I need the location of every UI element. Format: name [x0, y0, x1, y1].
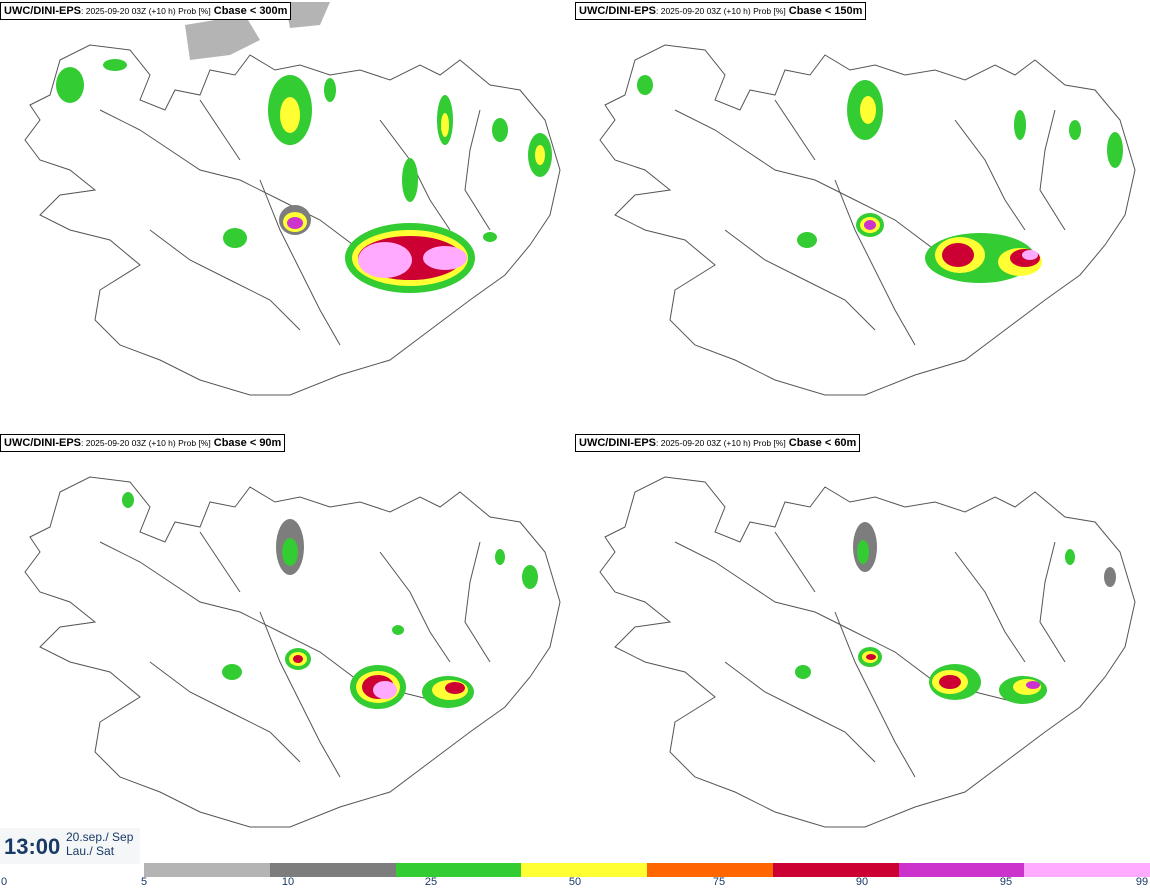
colorbar-segment — [647, 863, 773, 877]
panel-title: UWC/DINI-EPS: 2025-09-20 03Z (+10 h) Pro… — [0, 2, 292, 20]
panel-title: UWC/DINI-EPS: 2025-09-20 03Z (+10 h) Pro… — [575, 434, 861, 452]
colorbar-segment — [395, 863, 522, 877]
probability-overlay — [56, 2, 552, 293]
panel-title: UWC/DINI-EPS: 2025-09-20 03Z (+10 h) Pro… — [575, 2, 867, 20]
parameter-name: Cbase < 90m — [213, 437, 282, 449]
timestamp-box — [0, 828, 140, 864]
map-panel-cbase-300: UWC/DINI-EPS: 2025-09-20 03Z (+10 h) Pro… — [0, 0, 575, 430]
probability-overlay — [637, 75, 1123, 283]
panel-title: UWC/DINI-EPS: 2025-09-20 03Z (+10 h) Pro… — [0, 434, 286, 452]
probability-overlay — [795, 522, 1116, 704]
date-line: 20.sep./ Sep — [66, 830, 134, 844]
colorbar-segment — [144, 863, 270, 877]
model-name: UWC/DINI-EPS — [4, 5, 81, 17]
colorbar-segment — [1024, 863, 1150, 877]
valid-time: 13:00 — [4, 834, 61, 859]
colorbar-segment — [269, 863, 396, 877]
colorbar-tick: 50 — [568, 876, 582, 888]
colorbar-tick: 5 — [140, 876, 148, 888]
run-info: : 2025-09-20 03Z (+10 h) Prob [%] — [81, 6, 211, 16]
colorbar-tick: 10 — [281, 876, 295, 888]
probability-colorbar — [144, 863, 1150, 877]
colorbar-segment — [772, 863, 899, 877]
model-name: UWC/DINI-EPS — [579, 5, 656, 17]
colorbar-tick: 99 — [1135, 876, 1149, 888]
parameter-name: Cbase < 300m — [213, 5, 288, 17]
run-info: : 2025-09-20 03Z (+10 h) Prob [%] — [656, 6, 786, 16]
map-panel-cbase-90: UWC/DINI-EPS: 2025-09-20 03Z (+10 h) Pro… — [0, 432, 575, 862]
run-info: : 2025-09-20 03Z (+10 h) Prob [%] — [81, 438, 211, 448]
colorbar-segment — [521, 863, 647, 877]
colorbar-tick: 75 — [712, 876, 726, 888]
colorbar-tick: 95 — [999, 876, 1013, 888]
parameter-name: Cbase < 60m — [788, 437, 857, 449]
valid-date: 20.sep./ Sep Lau./ Sat — [66, 830, 133, 858]
map-panel-cbase-150: UWC/DINI-EPS: 2025-09-20 03Z (+10 h) Pro… — [575, 0, 1150, 430]
colorbar-tick: 25 — [424, 876, 438, 888]
parameter-name: Cbase < 150m — [788, 5, 863, 17]
colorbar-segment — [898, 863, 1025, 877]
map-panel-cbase-60: UWC/DINI-EPS: 2025-09-20 03Z (+10 h) Pro… — [575, 432, 1150, 862]
run-info: : 2025-09-20 03Z (+10 h) Prob [%] — [656, 438, 786, 448]
weekday-line: Lau./ Sat — [66, 844, 115, 858]
colorbar-tick: 0 — [0, 876, 8, 888]
probability-overlay — [122, 492, 538, 709]
colorbar-tick: 90 — [855, 876, 869, 888]
model-name: UWC/DINI-EPS — [579, 437, 656, 449]
model-name: UWC/DINI-EPS — [4, 437, 81, 449]
